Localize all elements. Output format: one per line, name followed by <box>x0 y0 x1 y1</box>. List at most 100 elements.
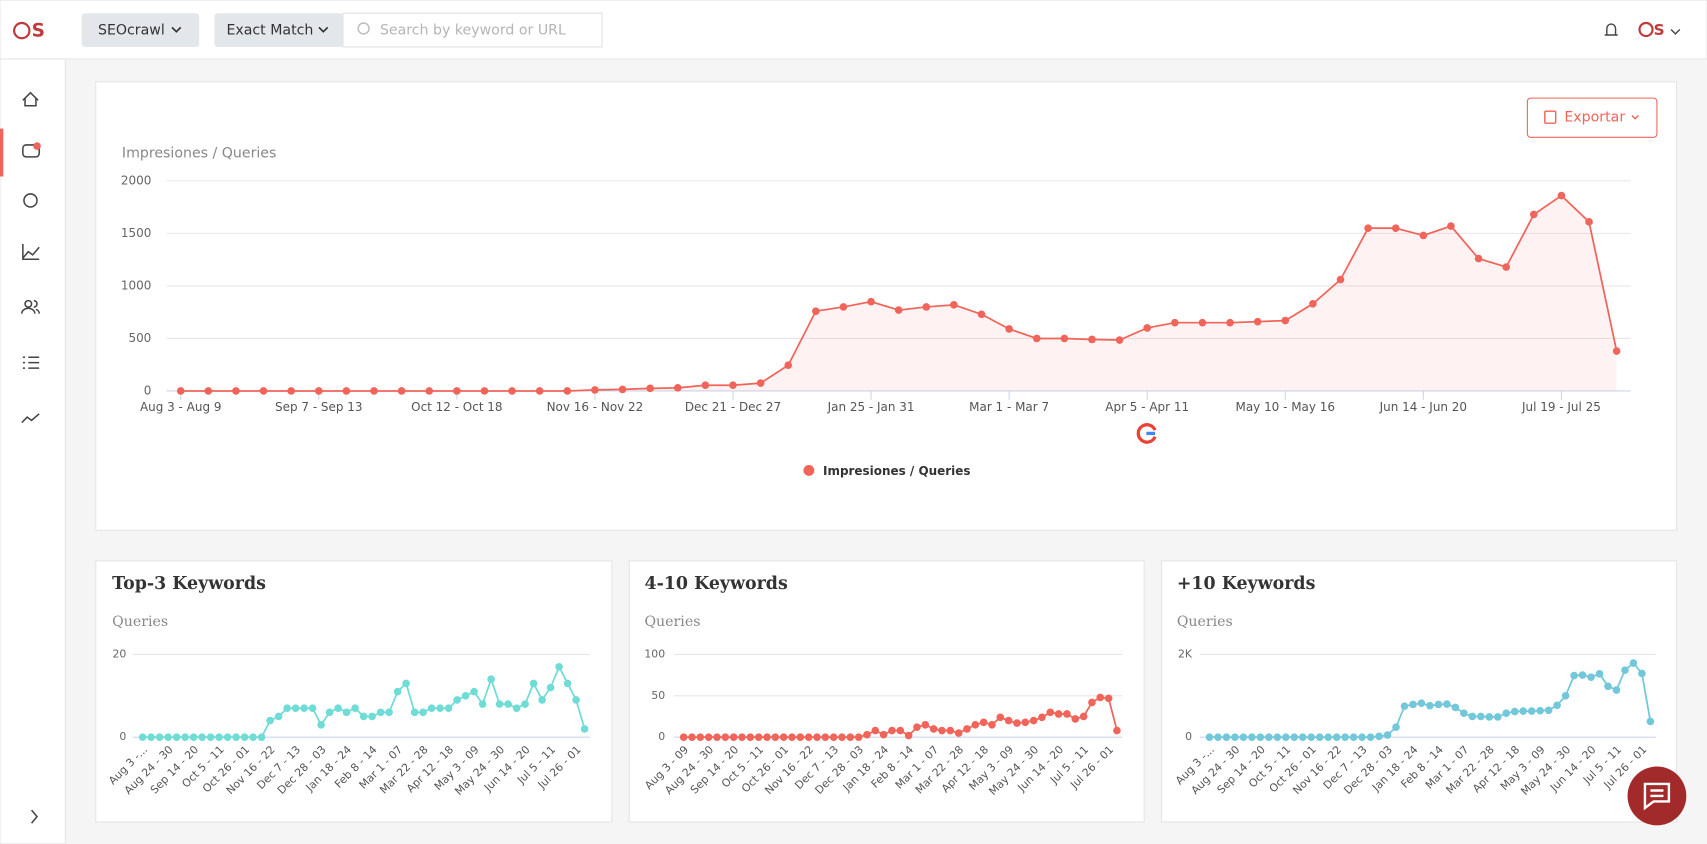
point <box>351 704 359 713</box>
notification-dot <box>33 142 41 150</box>
trend-icon[interactable] <box>21 413 40 424</box>
point <box>1578 671 1587 679</box>
point <box>1298 733 1307 741</box>
point <box>1443 700 1451 708</box>
point <box>704 733 713 741</box>
point <box>1419 231 1428 240</box>
point <box>1079 712 1088 721</box>
point <box>240 733 249 741</box>
export-button[interactable] <box>1526 97 1658 138</box>
point <box>1256 733 1265 741</box>
point <box>1029 716 1038 725</box>
point <box>894 306 903 314</box>
match-dropdown[interactable] <box>214 13 343 47</box>
panel-title: +10 Keywords <box>1177 574 1316 594</box>
search-placeholder: Search by keyword or URL <box>380 23 566 39</box>
point <box>370 387 378 395</box>
point <box>1646 717 1655 726</box>
point <box>1570 671 1578 680</box>
point <box>266 716 274 725</box>
point <box>813 733 821 741</box>
search-box[interactable] <box>342 12 603 48</box>
point <box>376 708 385 717</box>
point <box>1281 733 1290 741</box>
point <box>1364 224 1372 232</box>
point <box>754 733 763 741</box>
panel-subtitle: Queries <box>1177 614 1233 630</box>
y-tick-label: 2000 <box>121 173 151 187</box>
point <box>1115 336 1124 344</box>
brand-dropdown[interactable] <box>81 13 200 47</box>
point <box>896 726 905 735</box>
point <box>259 387 268 395</box>
point <box>1143 324 1152 332</box>
point <box>1248 733 1256 741</box>
brand-label: SEOcrawl <box>98 23 165 39</box>
point <box>529 679 538 688</box>
x-tick-label: Jan 25 - Jan 31 <box>827 400 915 414</box>
target-icon[interactable] <box>23 193 38 208</box>
point <box>176 387 185 395</box>
avatar[interactable]: S <box>1638 21 1681 39</box>
point <box>954 729 963 737</box>
point <box>922 303 931 311</box>
point <box>359 712 368 721</box>
point <box>317 720 325 729</box>
chart-icon[interactable] <box>22 244 40 261</box>
point <box>1054 710 1063 718</box>
point <box>1434 700 1443 709</box>
point <box>342 387 351 395</box>
point <box>1392 723 1400 732</box>
point <box>1265 733 1273 741</box>
point <box>1214 733 1222 741</box>
point <box>1032 334 1041 343</box>
point <box>1612 347 1621 355</box>
point <box>929 725 938 733</box>
point <box>478 700 487 708</box>
expand-icon[interactable] <box>30 809 39 824</box>
y-tick-label: 50 <box>651 689 665 702</box>
point <box>487 675 495 684</box>
point <box>189 733 198 741</box>
point <box>784 361 793 370</box>
dashboard-icon[interactable] <box>22 144 40 158</box>
point <box>283 704 291 713</box>
point <box>996 713 1005 722</box>
point <box>249 733 257 741</box>
point <box>1585 218 1593 226</box>
point <box>979 718 988 727</box>
point <box>368 712 376 721</box>
x-tick-label: Jun 14 - Jun 20 <box>1379 400 1467 414</box>
point <box>904 731 913 740</box>
point <box>812 307 820 315</box>
y-tick-label: 100 <box>644 647 665 660</box>
point <box>198 733 206 741</box>
point <box>427 704 436 713</box>
point <box>839 303 848 311</box>
panel-title: 4-10 Keywords <box>644 574 787 594</box>
users-icon[interactable] <box>21 299 40 314</box>
point <box>977 310 986 319</box>
point <box>164 733 172 741</box>
point <box>1004 716 1013 725</box>
point <box>1239 733 1248 741</box>
point <box>1071 715 1080 723</box>
point <box>867 297 875 306</box>
point <box>453 387 461 395</box>
point <box>688 733 696 741</box>
y-tick-label: 20 <box>112 647 126 660</box>
point <box>461 691 470 700</box>
bell-icon[interactable] <box>1604 23 1618 36</box>
point <box>1060 334 1069 343</box>
point <box>1460 709 1468 717</box>
point <box>863 730 871 739</box>
point <box>1231 733 1239 741</box>
point <box>1536 706 1544 715</box>
x-tick-label: May 10 - May 16 <box>1236 400 1336 414</box>
home-icon[interactable] <box>22 91 39 107</box>
point <box>546 683 555 692</box>
point <box>1309 299 1317 308</box>
point <box>1021 718 1030 727</box>
list-icon[interactable] <box>22 356 40 369</box>
